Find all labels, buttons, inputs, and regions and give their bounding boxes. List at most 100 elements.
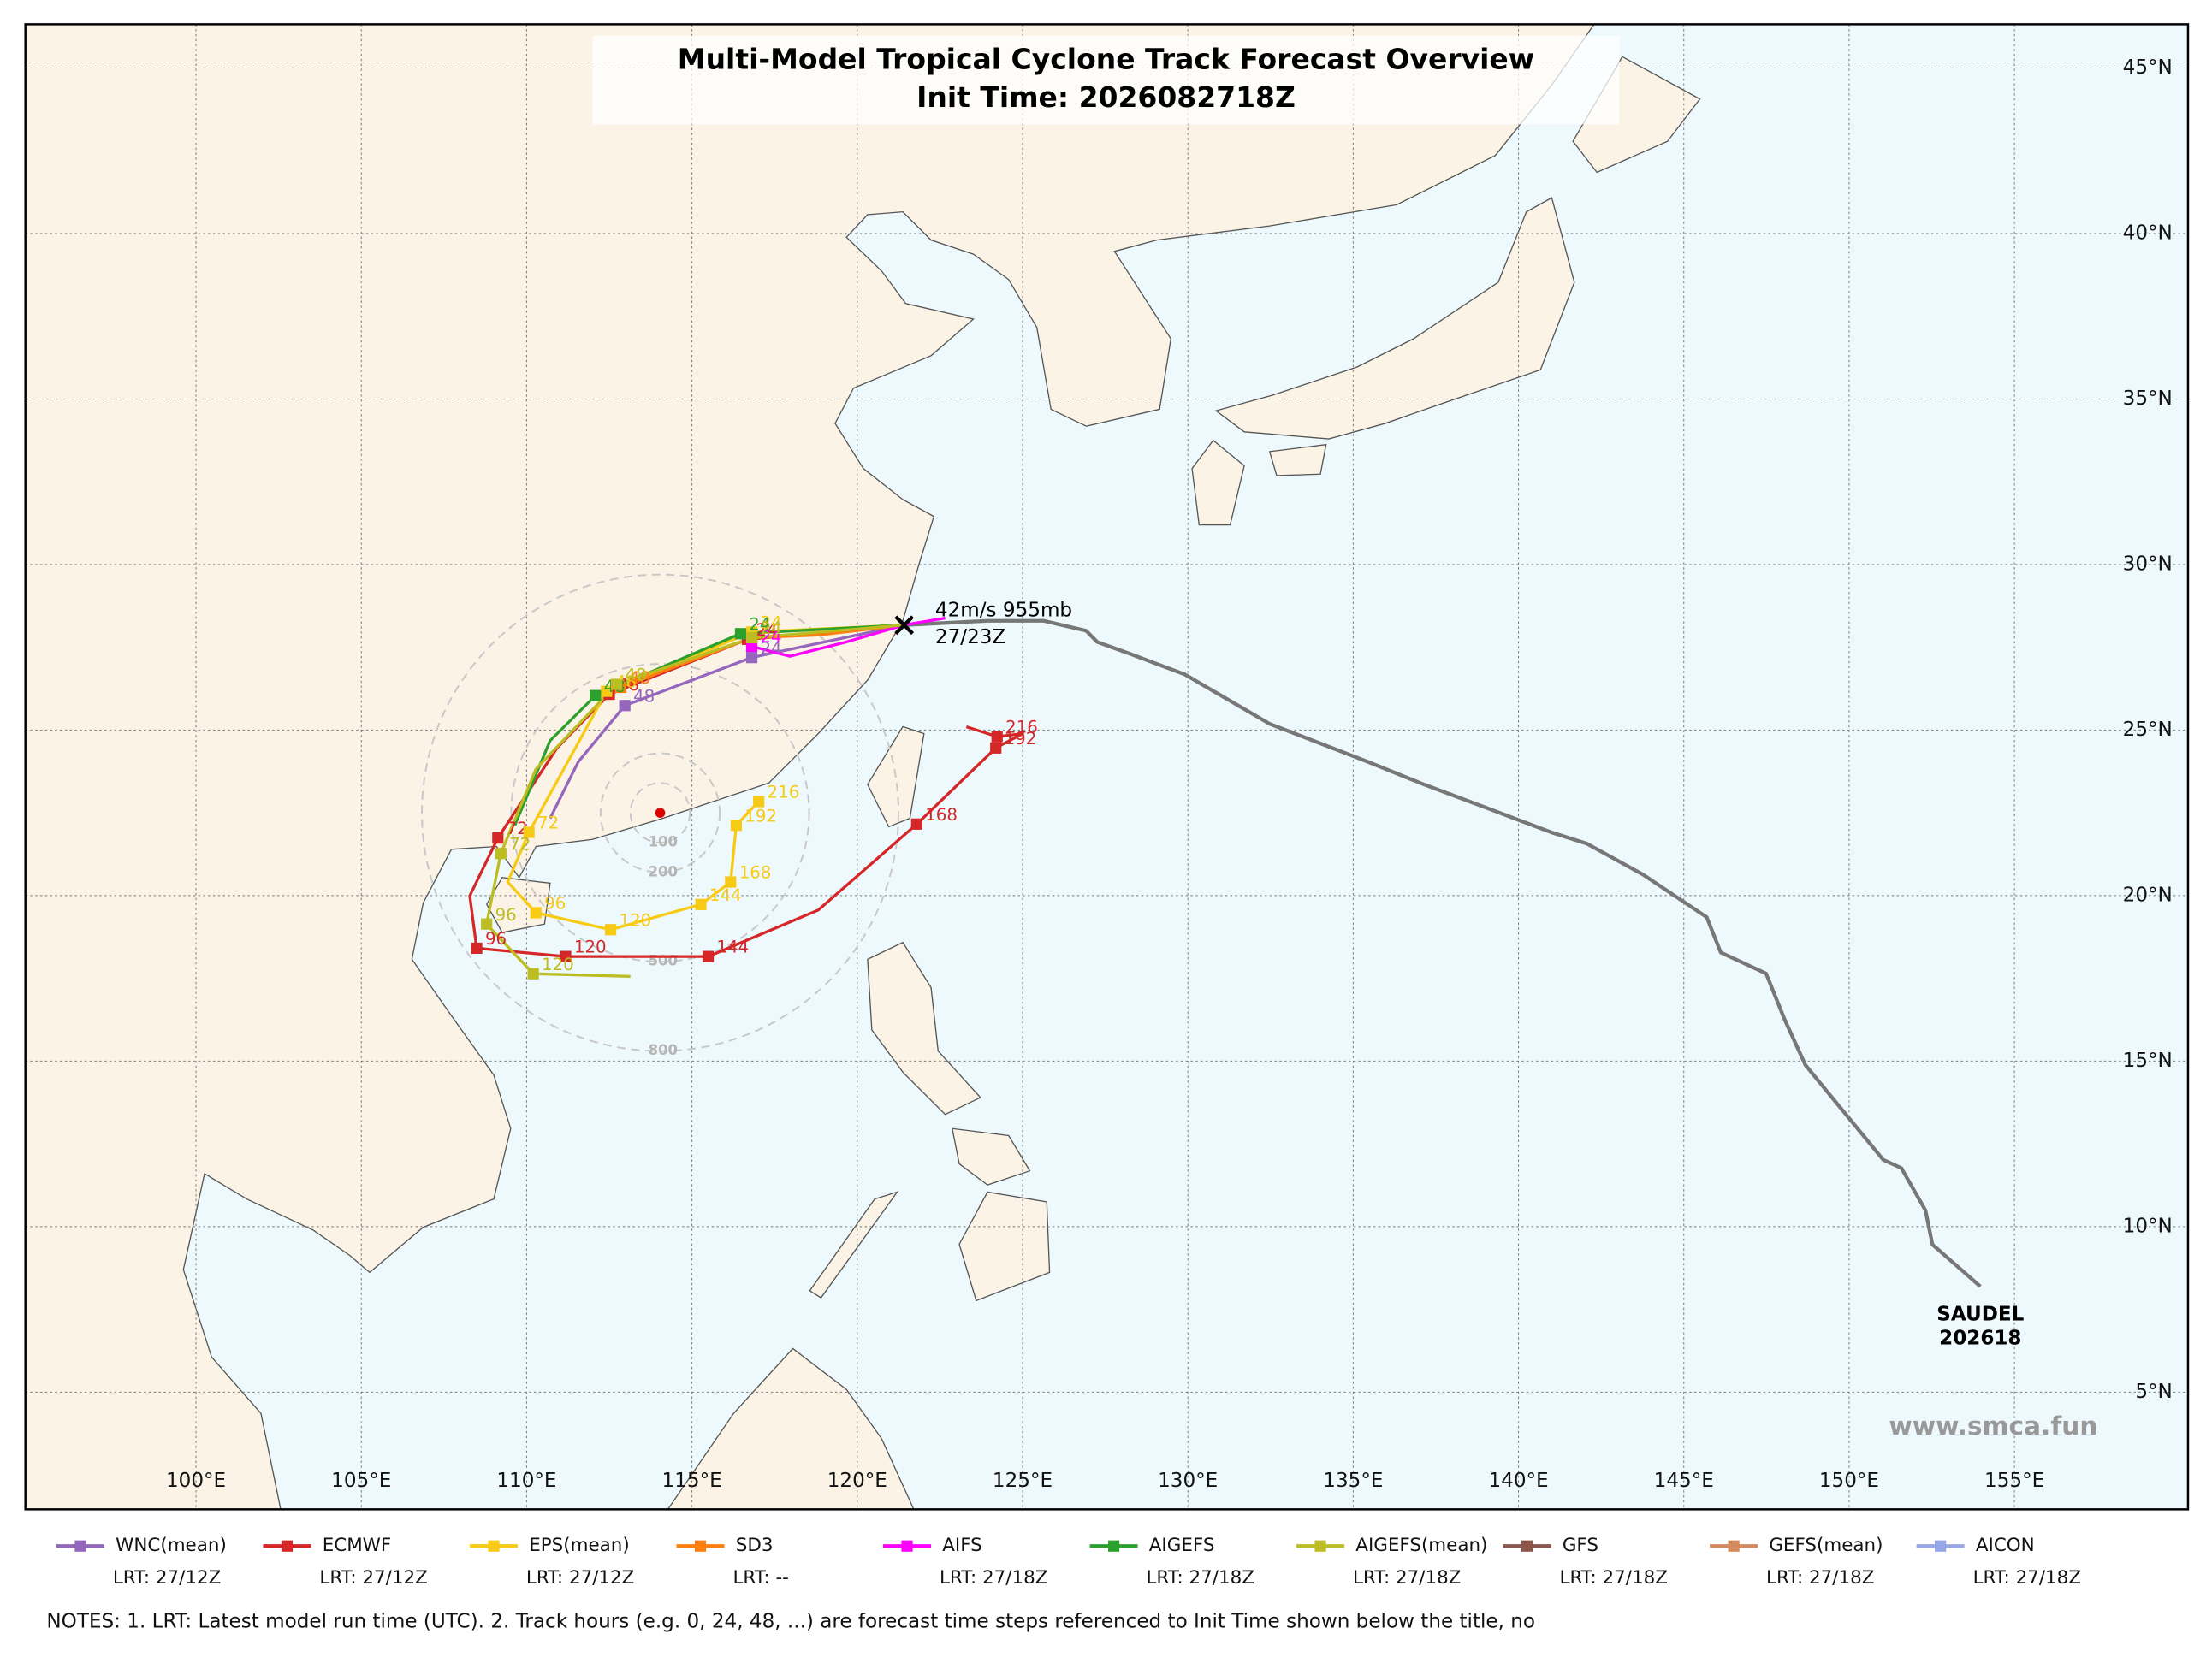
x-tick-label: 155°E <box>1984 1470 2044 1492</box>
land <box>25 24 1701 1510</box>
x-tick-label: 130°E <box>1158 1470 1218 1492</box>
track-hour-label: 216 <box>768 783 800 802</box>
track-hour-label: 96 <box>485 929 507 949</box>
best-track <box>904 618 1982 1288</box>
x-tick-label: 105°E <box>331 1470 391 1492</box>
legend-lrt: LRT: 27/12Z <box>319 1567 427 1589</box>
palawan <box>809 1191 899 1299</box>
legend-marker <box>281 1540 294 1552</box>
track-hour-label: 48 <box>629 668 650 688</box>
x-tick-label: 145°E <box>1654 1470 1714 1492</box>
track-hour-label: 24 <box>760 618 781 638</box>
legend-marker <box>1935 1540 1947 1552</box>
title: Multi-Model Tropical Cyclone Track Forec… <box>678 43 1534 76</box>
title-box <box>592 35 1620 125</box>
track-point <box>495 848 507 860</box>
tracks: 2448244872961201441681922162448729612014… <box>468 613 1982 1288</box>
track-point <box>471 942 483 955</box>
x-tick-label: 110°E <box>496 1470 556 1492</box>
map-frame <box>24 23 2190 1511</box>
current-time: 27/23Z <box>935 626 1005 648</box>
legend-lrt: LRT: 27/18Z <box>1973 1567 2081 1589</box>
legend-marker <box>1521 1540 1533 1552</box>
track-point <box>527 968 539 980</box>
legend-lrt: LRT: 27/18Z <box>1560 1567 1668 1589</box>
track-hour-label: 168 <box>925 805 958 825</box>
storm-id: 202618 <box>1939 1327 2021 1349</box>
y-tick-label: 25°N <box>2123 719 2173 741</box>
track-point <box>910 818 922 830</box>
legend-marker <box>74 1540 86 1552</box>
y-tick-label: 35°N <box>2123 388 2173 410</box>
current-position <box>894 615 915 636</box>
current-intensity: 42m/s 955mb <box>935 600 1072 622</box>
track-hour-label: 192 <box>744 806 777 826</box>
track-hour-label: 72 <box>507 819 528 838</box>
track-point <box>745 640 758 653</box>
track-hour-label: 96 <box>495 905 517 925</box>
storm-name: SAUDEL <box>1936 1303 2024 1325</box>
borneo <box>667 1347 915 1510</box>
forecast-track <box>751 616 946 658</box>
range-ring <box>510 663 810 963</box>
kyushu <box>1191 439 1245 526</box>
legend-lrt: LRT: -- <box>732 1567 788 1589</box>
track-hour-label: 216 <box>1005 718 1038 737</box>
range-ring-label: 200 <box>649 863 678 879</box>
track-point <box>610 678 623 690</box>
legend-name: GFS <box>1563 1535 1598 1556</box>
track-hour-label: 120 <box>574 938 607 957</box>
track-hour-label: 24 <box>749 614 770 634</box>
legend-name: EPS(mean) <box>529 1535 630 1556</box>
track-hour-label: 24 <box>760 618 781 638</box>
forecast-track <box>620 624 904 689</box>
y-tick-label: 15°N <box>2123 1050 2173 1072</box>
legend: WNC(mean) LRT: 27/12Z ECMWF LRT: 27/12Z EPS(… <box>56 1535 2081 1589</box>
track-hour-label: 48 <box>633 686 655 706</box>
x-tick-label: 135°E <box>1323 1470 1383 1492</box>
y-tick-label: 5°N <box>2135 1381 2173 1403</box>
legend-name: ECMWF <box>323 1535 391 1556</box>
legend-marker <box>1107 1540 1120 1552</box>
y-tick-label: 10°N <box>2123 1215 2173 1237</box>
legend-name: WNC(mean) <box>116 1535 227 1556</box>
track-point <box>702 950 715 962</box>
forecast-track <box>484 624 904 978</box>
track-point <box>601 685 613 697</box>
track-point <box>560 950 572 962</box>
track-point <box>492 832 504 844</box>
track-point <box>523 826 535 838</box>
track-hour-label: 192 <box>1005 729 1037 749</box>
legend-lrt: LRT: 27/18Z <box>1353 1567 1461 1589</box>
track-point <box>725 876 737 888</box>
legend-name: AIFS <box>942 1535 982 1556</box>
honshu <box>1214 197 1575 440</box>
track-hour-label: 24 <box>760 613 781 632</box>
track-hour-label: 96 <box>544 894 566 914</box>
watermark: www.smca.fun <box>1889 1411 2097 1441</box>
y-tick-label: 40°N <box>2123 222 2173 244</box>
track-hour-label: 144 <box>709 885 742 905</box>
notes: NOTES: 1. LRT: Latest model run time (UT… <box>46 1611 1535 1633</box>
x-tick-label: 140°E <box>1488 1470 1548 1492</box>
ring-center <box>655 808 666 818</box>
legend-marker <box>488 1540 500 1552</box>
legend-marker <box>1728 1540 1740 1552</box>
track-point <box>590 689 602 701</box>
track-point <box>991 731 1003 743</box>
x-tick-label: 150°E <box>1819 1470 1879 1492</box>
legend-lrt: LRT: 27/18Z <box>1766 1567 1874 1589</box>
legend-name: AICON <box>1976 1535 2035 1556</box>
track-hour-label: 72 <box>537 814 559 833</box>
legend-lrt: LRT: 27/18Z <box>940 1567 1047 1589</box>
x-tick-label: 120°E <box>827 1470 887 1492</box>
y-tick-label: 45°N <box>2123 56 2173 79</box>
shikoku <box>1268 443 1327 476</box>
legend-lrt: LRT: 27/12Z <box>113 1567 221 1589</box>
range-ring <box>599 752 721 873</box>
range-ring <box>629 782 691 843</box>
track-point <box>604 924 617 936</box>
luzon <box>867 941 981 1116</box>
